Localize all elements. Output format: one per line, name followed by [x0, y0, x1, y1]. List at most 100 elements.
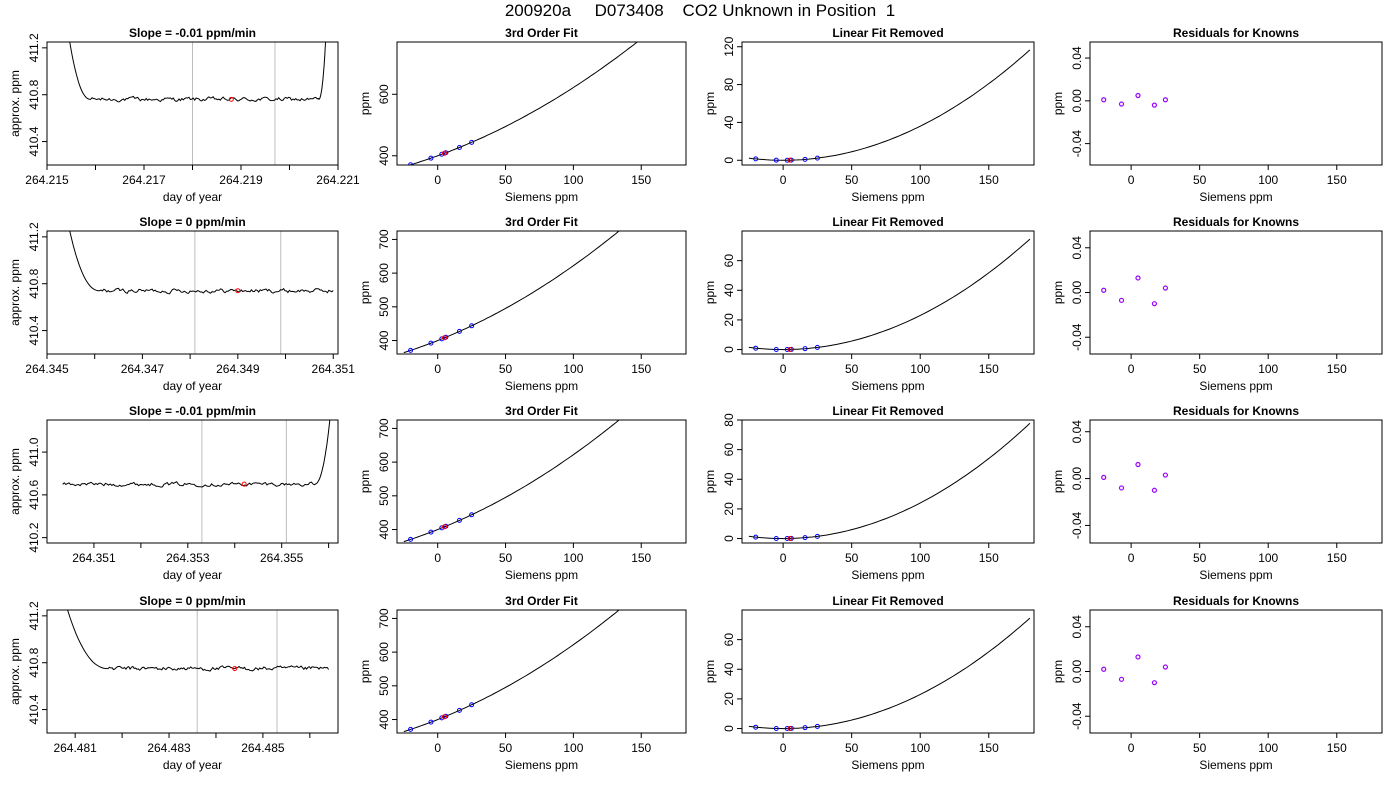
plot-box	[1089, 609, 1383, 734]
plot-box	[396, 230, 687, 355]
fit-curve	[403, 420, 620, 543]
plot-area	[69, 231, 334, 354]
y-tick-label: 500	[377, 485, 391, 505]
panel-r4-c4: Residuals for Knowns 0 50 100 150 -0.04 0.00 0.…	[1051, 594, 1383, 772]
known-point	[469, 702, 475, 708]
y-tick-label: 80	[722, 78, 736, 92]
residual-point	[1162, 664, 1168, 670]
y-tick-label: 40	[722, 472, 736, 486]
x-tick-label: 0	[434, 362, 441, 376]
panel-r2-c4: Residuals for Knowns 0 50 100 150 -0.04 0.00 0.…	[1051, 215, 1383, 393]
x-axis-label: day of year	[163, 568, 222, 582]
x-tick-label: 50	[1193, 362, 1207, 376]
unknown-point	[787, 535, 793, 541]
ppm-trace	[69, 231, 334, 295]
plot-area	[748, 238, 1031, 353]
page-title: 200920a D073408 CO2 Unknown in Position …	[504, 1, 896, 20]
y-tick-label: 411.2	[27, 222, 41, 251]
known-point	[802, 156, 808, 162]
x-tick-label: 50	[845, 362, 859, 376]
x-tick-label: 264.483	[147, 741, 191, 755]
x-tick-label: 150	[979, 741, 999, 755]
residual-point	[1135, 654, 1141, 660]
x-tick-label: 150	[631, 551, 651, 565]
y-axis-label: approx. ppm	[8, 70, 22, 137]
x-axis-label: Siemens ppm	[1199, 568, 1272, 582]
panel-r3-c1: Slope = -0.01 ppm/min 264.351 264.353 264.3…	[8, 404, 339, 582]
plot-box	[46, 230, 339, 355]
y-tick-label: 0.00	[1070, 467, 1084, 491]
plot-box	[741, 609, 1035, 734]
y-tick-label: 120	[722, 36, 736, 56]
y-tick-label: 400	[377, 330, 391, 350]
x-tick-label: 100	[563, 362, 583, 376]
plot-box	[396, 609, 687, 734]
plot-box	[396, 41, 687, 166]
y-tick-label: 700	[377, 229, 391, 249]
known-point	[428, 719, 434, 725]
panel-r3-c4: Residuals for Knowns 0 50 100 150 -0.04 0.00 0.…	[1051, 404, 1383, 582]
residual-point	[1162, 285, 1168, 291]
y-axis-label: ppm	[703, 660, 717, 683]
known-point	[439, 336, 445, 342]
x-tick-label: 100	[563, 741, 583, 755]
panel-r1-c4: Residuals for Knowns 0 50 100 150 -0.04 0.00 0.…	[1051, 26, 1383, 204]
x-tick-label: 264.349	[216, 362, 260, 376]
known-point	[773, 157, 779, 163]
panel-r3-c2: 3rd Order Fit 0 50 100 150 400 500 600 700 Siemen…	[358, 404, 687, 582]
fit-curve	[748, 238, 1031, 351]
x-tick-label: 264.345	[25, 362, 69, 376]
known-point	[802, 535, 808, 541]
x-axis-label: Siemens ppm	[851, 758, 924, 772]
residual-point	[1118, 297, 1125, 303]
known-point	[802, 725, 808, 731]
y-tick-label: 411.0	[27, 437, 41, 466]
x-axis-label: Siemens ppm	[1199, 190, 1272, 204]
x-tick-label: 0	[1128, 173, 1135, 187]
unknown-point	[787, 725, 793, 731]
y-tick-label: 600	[377, 452, 391, 472]
known-point	[456, 707, 462, 713]
plot-area	[69, 42, 327, 165]
x-tick-label: 264.351	[72, 551, 116, 565]
x-tick-label: 264.347	[121, 362, 165, 376]
plot-area	[748, 422, 1031, 542]
plot-area	[1101, 92, 1168, 108]
known-point	[469, 512, 475, 518]
plot-box	[1089, 230, 1383, 355]
panel-r1-c2: 3rd Order Fit 0 50 100 150 400 600 Siemens ppm p…	[358, 26, 687, 204]
x-tick-label: 100	[1258, 551, 1278, 565]
plot-box	[1089, 41, 1383, 166]
x-tick-label: 0	[434, 173, 441, 187]
known-point	[428, 340, 434, 346]
x-axis-label: Siemens ppm	[505, 758, 578, 772]
panel-title: Slope = -0.01 ppm/min	[129, 26, 256, 40]
x-tick-label: 264.355	[260, 551, 304, 565]
sample-marker	[241, 481, 247, 487]
x-tick-label: 100	[910, 173, 930, 187]
panel-title: 3rd Order Fit	[505, 215, 578, 229]
x-tick-label: 0	[780, 173, 787, 187]
unknown-point	[441, 714, 447, 720]
y-tick-label: 400	[377, 145, 391, 165]
plot-box	[741, 41, 1035, 166]
x-tick-label: 150	[631, 741, 651, 755]
ppm-trace	[69, 42, 327, 103]
panel-r2-c1: Slope = 0 ppm/min 264.345 264.347 264.349 26…	[8, 215, 355, 393]
x-tick-label: 0	[780, 362, 787, 376]
x-tick-label: 100	[910, 362, 930, 376]
panel-title: 3rd Order Fit	[505, 594, 578, 608]
known-point	[428, 529, 434, 535]
y-axis-label: ppm	[358, 92, 372, 115]
panel-title: Residuals for Knowns	[1173, 215, 1299, 229]
residual-point	[1151, 301, 1158, 307]
y-tick-label: 0.04	[1070, 615, 1084, 639]
x-axis-label: Siemens ppm	[1199, 379, 1272, 393]
known-point	[428, 155, 434, 161]
y-tick-label: 600	[377, 263, 391, 283]
x-tick-label: 264.353	[166, 551, 210, 565]
x-tick-label: 0	[1128, 741, 1135, 755]
y-tick-label: 0.00	[1070, 659, 1084, 683]
residual-point	[1151, 680, 1158, 686]
x-tick-label: 50	[845, 173, 859, 187]
